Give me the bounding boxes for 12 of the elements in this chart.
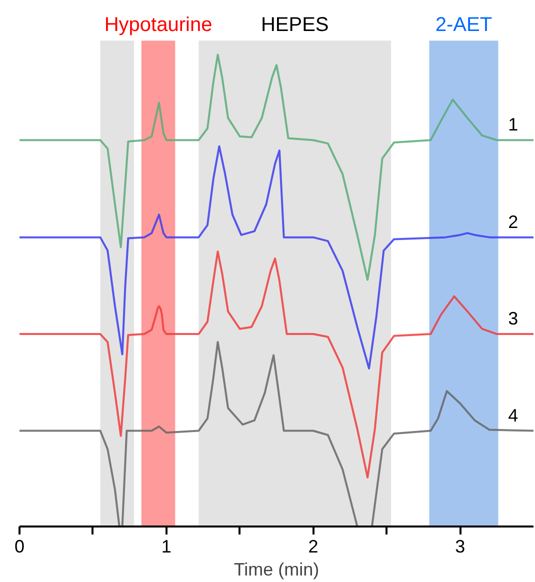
x-tick-label: 2 [308, 536, 318, 556]
series-label: 4 [508, 405, 518, 426]
band-label: Hypotaurine [104, 14, 212, 36]
band-label: HEPES [260, 14, 329, 36]
series-label: 2 [508, 212, 518, 232]
series-label: 1 [508, 114, 518, 135]
series-label: 3 [508, 308, 518, 329]
band-label: 2-AET [435, 14, 492, 36]
x-tick-label: 1 [161, 536, 172, 556]
x-axis-title: Time (min) [234, 560, 320, 580]
x-tick-label: 0 [14, 536, 25, 556]
x-tick-label: 3 [455, 536, 466, 556]
